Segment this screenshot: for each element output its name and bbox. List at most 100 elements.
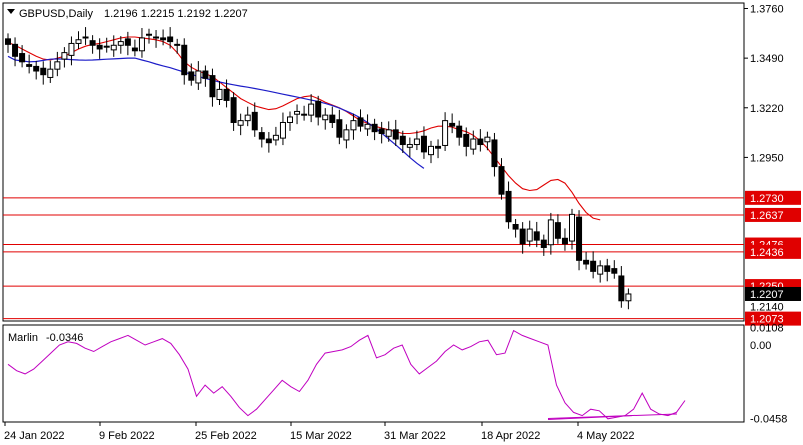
candle-body [413,138,420,146]
candle-body [131,47,138,52]
candle-body [322,114,329,121]
candle-body [124,38,131,46]
candle-body [618,275,625,302]
collapse-triangle-icon[interactable] [7,9,15,14]
candle-body [47,68,54,78]
candle-body [540,239,547,248]
candle-body [590,260,597,272]
main-plot-area [2,2,745,322]
candle-body [569,213,575,242]
y-tick-label: 1.3760 [750,4,784,16]
candle-body [110,44,117,51]
candle-body [202,70,209,79]
candle-body [576,216,583,261]
oscillator [7,329,686,420]
candle-body [61,52,68,60]
time-axis: 24 Jan 2022 9 Feb 2022 25 Feb 2022 15 Mar 2… [4,422,634,442]
level-label: 1.2637 [750,210,784,222]
candle-body [378,128,385,135]
candle-body [329,114,336,123]
candle-body [561,237,568,245]
candle-body [350,120,357,131]
y-tick-label: 1.3490 [750,53,784,65]
x-tick-label: 15 Mar 2022 [290,430,352,442]
candle-body [279,121,286,139]
osc-tick-label: 0.00 [750,340,771,352]
candle-body [230,97,237,123]
candle-body [265,138,272,144]
osc-tick-label: -0.0458 [750,413,787,425]
candle-body [237,120,244,126]
candle-body [174,43,181,46]
symbol-label: GBPUSD,Daily [19,8,93,20]
candle-body [364,123,371,130]
indicator-plot-area [2,324,745,423]
candle-body [308,103,315,116]
candle-body [258,132,265,140]
osc-tick-label: 0.0108 [750,323,784,335]
candle-body [75,39,82,44]
candle-body [160,37,167,41]
current-price-label: 1.2207 [750,289,784,301]
candle-body [167,36,174,43]
candle-body [12,43,19,57]
candle-body [371,123,378,133]
candle-body [477,138,484,146]
candle-body [103,45,110,48]
candle-body [435,145,442,149]
level-box [745,190,801,205]
candle-body [40,67,47,76]
candle-body [554,222,561,239]
x-tick-label: 9 Feb 2022 [99,430,155,442]
x-tick-label: 18 Apr 2022 [481,430,540,442]
level-label: 1.2730 [750,193,784,205]
candle-body [301,113,308,116]
candle-body [294,110,301,115]
indicator-name: Marlin [8,332,38,344]
candle-body [604,265,611,272]
candle-body [519,228,526,245]
y-tick-label: 1.3220 [750,103,784,115]
candle-body [181,44,188,76]
candle-body [611,268,618,274]
candle-body [223,88,230,101]
candle-body [491,139,498,168]
candle-body [195,70,202,84]
candle-body [146,33,152,36]
level-box [745,207,801,222]
candle-body [392,129,399,140]
candle-body [533,231,540,241]
candle-body [287,116,293,123]
candle-body [442,120,449,146]
blue-ma-line [7,55,425,169]
candle-body [470,138,477,150]
candle-body [385,129,392,137]
candle-body [216,88,223,101]
x-tick-label: 24 Jan 2022 [4,430,65,442]
candle-body [456,125,463,138]
candle-body [343,129,350,141]
candle-body [484,136,491,143]
candle-body [498,166,505,195]
candle-body [26,64,33,67]
x-tick-label: 31 Mar 2022 [384,430,446,442]
candle-body [153,36,160,39]
candle-body [117,41,124,46]
level-box [745,244,801,259]
candle-body [406,144,413,148]
level-box [745,311,801,326]
horizontal-levels [3,197,744,320]
candle-body [547,219,554,246]
candle-body [209,75,216,98]
ohlc-label: 1.2196 1.2215 1.2192 1.2207 [104,8,248,20]
candle-body [357,117,364,127]
price-axis: 1.27301.26371.24761.24361.22501.20731.22… [744,4,801,425]
candle-body [428,145,434,156]
candle-body [19,53,26,63]
indicator-value: -0.0346 [46,332,83,344]
candle-body [251,111,258,131]
level-label: 1.2073 [750,314,784,326]
candle-body [96,44,103,50]
candle-body [463,133,470,147]
